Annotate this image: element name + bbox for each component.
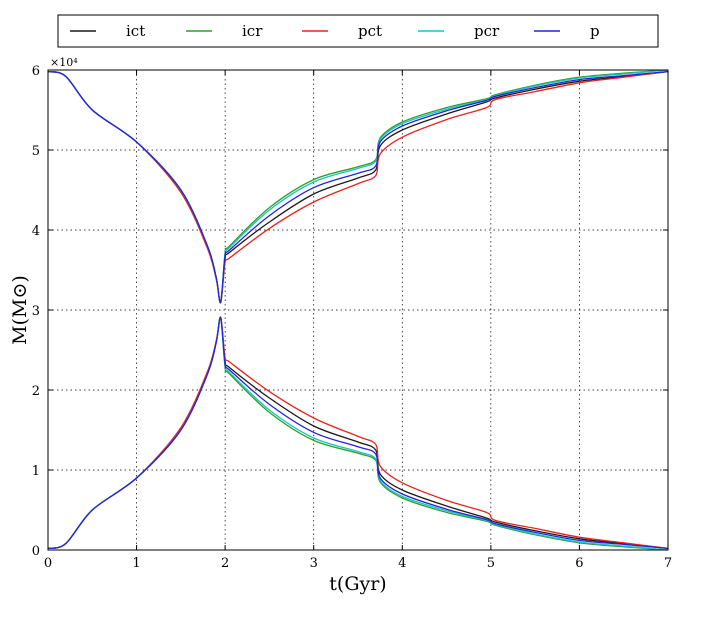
legend-label-icr: icr: [242, 22, 263, 40]
y-axis-scale-label: ×10⁴: [50, 56, 78, 69]
series-line-pct-upper: [47, 70, 669, 304]
legend-label-pct: pct: [358, 22, 382, 40]
x-tick-label: 0: [44, 556, 52, 571]
legend-label-pcr: pcr: [474, 22, 500, 40]
series-line-ict-lower: [47, 317, 669, 550]
x-tick-label: 1: [132, 556, 140, 571]
legend: ict icr pct pcr p: [57, 14, 659, 48]
grid-lines: [48, 70, 668, 550]
series-line-pcr-upper: [47, 69, 669, 304]
axis-ticks: 0 1 2 3 4 5 6 7 0 1 2 3 4 5 6: [32, 64, 672, 571]
legend-label-p: p: [590, 22, 600, 40]
y-tick-label: 2: [32, 384, 40, 399]
series-line-icr-lower: [47, 316, 669, 551]
y-tick-label: 6: [32, 64, 40, 79]
x-tick-label: 6: [575, 556, 583, 571]
y-tick-label: 5: [32, 144, 40, 159]
series-line-p-lower: [47, 316, 669, 550]
y-tick-label: 4: [32, 224, 40, 239]
series-line-icr-upper: [47, 69, 669, 304]
series-line-ict-upper: [47, 70, 669, 303]
x-tick-label: 7: [664, 556, 672, 571]
x-tick-label: 3: [310, 556, 318, 571]
x-tick-label: 5: [487, 556, 495, 571]
legend-label-ict: ict: [126, 22, 145, 40]
series-line-p-upper: [47, 70, 669, 304]
y-tick-label: 1: [32, 464, 40, 479]
series-line-pcr-lower: [47, 316, 669, 551]
y-axis-label: M(M⊙): [9, 275, 31, 345]
y-tick-label: 3: [32, 304, 40, 319]
series-line-pct-lower: [47, 316, 669, 550]
y-tick-label: 0: [32, 544, 40, 559]
plot-lines: [47, 69, 669, 551]
x-tick-label: 2: [221, 556, 229, 571]
x-tick-label: 4: [398, 556, 406, 571]
x-axis-label: t(Gyr): [329, 573, 386, 595]
